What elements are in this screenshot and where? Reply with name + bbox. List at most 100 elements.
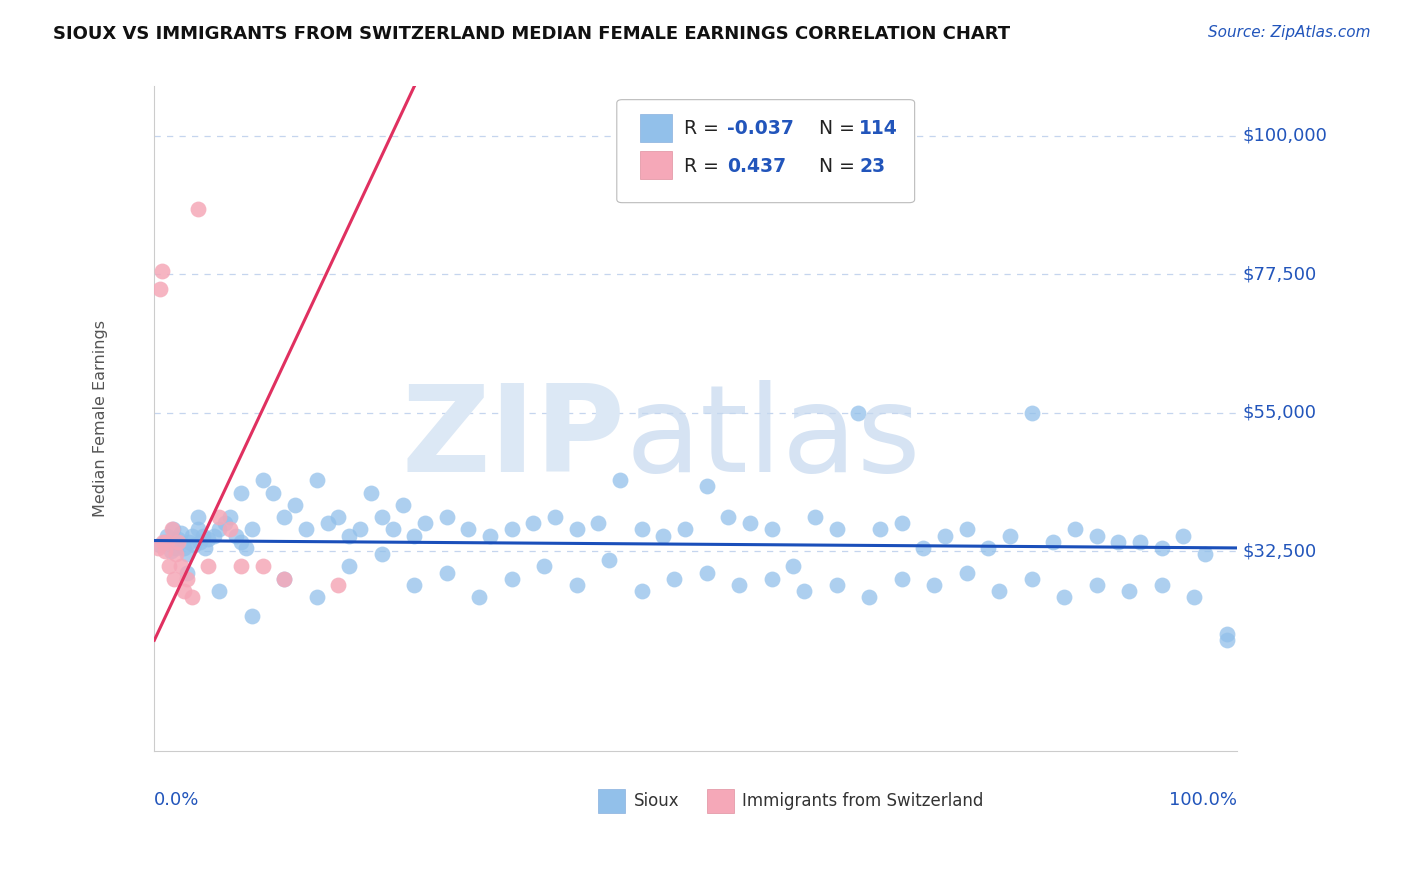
Point <box>664 572 686 586</box>
Point <box>252 559 274 574</box>
Point <box>1118 584 1140 599</box>
Point <box>544 510 567 524</box>
Text: 0.437: 0.437 <box>727 157 786 176</box>
Point <box>173 541 195 555</box>
Point <box>956 566 979 580</box>
Point <box>565 523 588 537</box>
Point <box>149 538 172 552</box>
Text: N =: N = <box>820 119 855 137</box>
Point <box>219 510 242 524</box>
Point <box>160 523 183 537</box>
Point <box>1085 528 1108 542</box>
Point <box>522 516 544 531</box>
Text: 0.0%: 0.0% <box>155 791 200 809</box>
Point <box>793 584 815 599</box>
Point <box>163 572 186 586</box>
Point <box>782 559 804 574</box>
Text: $32,500: $32,500 <box>1243 542 1317 560</box>
Point <box>153 534 176 549</box>
Point <box>371 547 394 561</box>
Point <box>153 544 176 558</box>
Point <box>1053 590 1076 604</box>
Point <box>159 559 181 574</box>
Point <box>934 528 956 542</box>
Point <box>392 498 415 512</box>
Point <box>804 510 827 524</box>
Point <box>858 590 880 604</box>
Point <box>284 498 307 512</box>
Point <box>162 523 184 537</box>
Point <box>1129 534 1152 549</box>
Point <box>869 523 891 537</box>
Point <box>1064 523 1087 537</box>
Point <box>349 523 371 537</box>
Point <box>187 523 209 537</box>
Point <box>156 534 179 549</box>
Text: $77,500: $77,500 <box>1243 265 1317 283</box>
Point <box>761 572 783 586</box>
Point <box>273 510 295 524</box>
Point <box>225 528 247 542</box>
Point <box>413 516 436 531</box>
Point <box>436 510 458 524</box>
Text: 23: 23 <box>859 157 886 176</box>
Point <box>170 559 193 574</box>
Point <box>1150 578 1173 592</box>
Point <box>328 578 350 592</box>
Point <box>177 534 200 549</box>
Point <box>219 523 242 537</box>
Point <box>1182 590 1205 604</box>
Point <box>977 541 1000 555</box>
Point <box>1150 541 1173 555</box>
Point <box>696 566 718 580</box>
Point <box>194 541 217 555</box>
Point <box>197 559 219 574</box>
Point <box>187 202 209 217</box>
Point <box>696 479 718 493</box>
Point <box>173 584 195 599</box>
Point <box>1085 578 1108 592</box>
Text: Source: ZipAtlas.com: Source: ZipAtlas.com <box>1208 25 1371 40</box>
Point <box>176 547 198 561</box>
FancyBboxPatch shape <box>707 789 734 813</box>
Point <box>181 590 204 604</box>
Point <box>328 510 350 524</box>
Point <box>673 523 696 537</box>
Point <box>890 572 912 586</box>
FancyBboxPatch shape <box>640 113 672 142</box>
Point <box>1021 572 1043 586</box>
Point <box>922 578 945 592</box>
Point <box>404 578 426 592</box>
Point <box>165 541 187 555</box>
Point <box>825 578 848 592</box>
Point <box>214 516 236 531</box>
Point <box>436 566 458 580</box>
Text: SIOUX VS IMMIGRANTS FROM SWITZERLAND MEDIAN FEMALE EARNINGS CORRELATION CHART: SIOUX VS IMMIGRANTS FROM SWITZERLAND MED… <box>53 25 1011 43</box>
Point <box>988 584 1011 599</box>
Text: $100,000: $100,000 <box>1243 127 1327 145</box>
Point <box>371 510 394 524</box>
Point <box>533 559 555 574</box>
Point <box>479 528 502 542</box>
Text: ZIP: ZIP <box>402 380 626 497</box>
Point <box>240 523 263 537</box>
Point <box>176 566 198 580</box>
Point <box>167 532 190 546</box>
Point <box>1215 633 1237 648</box>
Point <box>191 528 214 542</box>
Point <box>1107 534 1129 549</box>
Point <box>183 538 205 552</box>
Point <box>208 523 231 537</box>
Point <box>165 547 187 561</box>
Point <box>167 534 190 549</box>
Point <box>609 473 631 487</box>
Text: Median Female Earnings: Median Female Earnings <box>93 320 108 517</box>
Point <box>846 405 869 419</box>
Point <box>912 541 935 555</box>
Point <box>188 534 211 549</box>
Point <box>630 523 652 537</box>
Point <box>381 523 404 537</box>
Text: $55,000: $55,000 <box>1243 403 1317 422</box>
Point <box>149 282 172 296</box>
Point <box>360 485 382 500</box>
